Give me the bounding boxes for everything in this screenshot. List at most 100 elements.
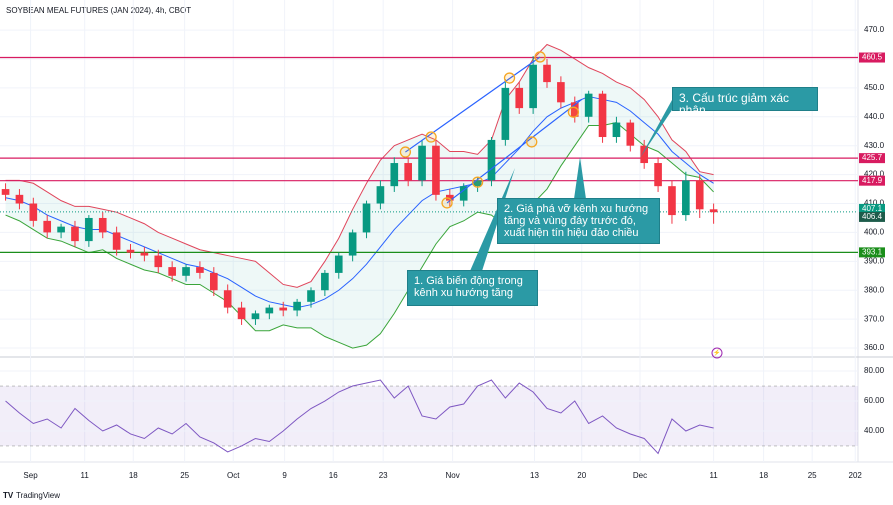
candle-body (654, 163, 662, 187)
candle-body (709, 209, 718, 213)
x-tick-label: Nov (445, 471, 459, 480)
candle-body (543, 64, 551, 83)
x-tick-label: Sep (23, 471, 38, 480)
candle-body (15, 194, 24, 204)
candle-body (112, 232, 121, 250)
candle-body (71, 226, 79, 242)
candle-body (334, 255, 343, 273)
candle-body (487, 139, 496, 181)
x-tick-label: 13 (530, 471, 539, 480)
callout-pointer (470, 168, 515, 271)
level-label: 417.9 (862, 176, 883, 185)
candle-body (529, 64, 537, 109)
candle-body (612, 122, 621, 138)
y-tick-label: 60.00 (864, 396, 885, 405)
y-tick-label: 390.0 (864, 256, 885, 265)
level-tag (859, 52, 885, 63)
candle-body (168, 267, 176, 276)
y-tick-label: 450.0 (864, 83, 885, 92)
x-tick-label: 202 (849, 471, 863, 480)
marker (526, 136, 538, 148)
callout-pointer (574, 157, 586, 199)
marker (425, 131, 437, 143)
level-label: 393.1 (862, 247, 883, 256)
x-tick-label: 9 (282, 471, 287, 480)
candle-body (404, 163, 412, 181)
candle-body (279, 307, 288, 311)
price-tag (859, 203, 885, 214)
candle-body (251, 313, 260, 320)
candle-body (640, 145, 649, 164)
marker (399, 146, 412, 158)
x-tick-label: 16 (329, 471, 338, 480)
trend-line (405, 56, 541, 153)
marker (441, 197, 453, 209)
price-tag (859, 211, 885, 222)
candle-body (668, 186, 676, 216)
x-tick-label: 11 (81, 471, 90, 480)
y-tick-label: 430.0 (864, 141, 885, 150)
y-tick-label: 470.0 (864, 25, 885, 34)
candle-body (598, 93, 607, 138)
level-tag (859, 175, 885, 186)
chart-title: SOYBEAN MEAL FUTURES (JAN 2024), 4h, CBO… (6, 6, 191, 15)
candle-body (473, 180, 482, 187)
candle-body (515, 87, 524, 109)
candle-body (557, 82, 565, 103)
footer-logo: TV (3, 491, 14, 500)
y-tick-label: 80.00 (864, 366, 885, 375)
price-tag-label: 406.4 (862, 212, 883, 221)
candle-body (446, 194, 454, 201)
candle-body (584, 93, 593, 117)
marker (534, 51, 546, 63)
footer-brand: TradingView (16, 491, 60, 500)
candle-body (682, 180, 690, 216)
candle-body (140, 252, 149, 256)
x-tick-label: 25 (180, 471, 189, 480)
event-icon[interactable] (711, 347, 723, 359)
level-label: 460.5 (862, 53, 883, 62)
x-tick-label: Dec (633, 471, 647, 480)
candle-body (418, 145, 426, 181)
annotation: 3. Cấu trúc giảm xác nhận (672, 87, 818, 116)
annotation: 2. Giá phá vỡ kênh xu hướng tăng và vùng… (497, 198, 660, 244)
annotation: 1. Giá biến động trong kênh xu hướng tăn… (407, 270, 538, 306)
y-tick-label: 440.0 (864, 112, 885, 121)
y-tick-label: 380.0 (864, 285, 885, 294)
marker (567, 106, 580, 118)
candle-body (57, 226, 65, 233)
candle-body (695, 180, 704, 210)
candle-body (432, 145, 440, 195)
bollinger-basis (5, 96, 714, 309)
candle-body (98, 217, 107, 233)
y-tick-label: 370.0 (864, 314, 885, 323)
y-tick-label: 420.0 (864, 170, 885, 179)
candle-body (29, 203, 38, 221)
candle-body (390, 163, 399, 187)
candle-body (348, 232, 357, 256)
x-tick-label: Oct (227, 471, 240, 480)
callout-pointer (640, 100, 672, 158)
level-tag (859, 153, 885, 164)
x-tick-label: 23 (379, 471, 388, 480)
candle-body (626, 122, 635, 146)
level-tag (859, 247, 885, 258)
candle-body (182, 267, 190, 276)
x-tick-label: 20 (577, 471, 586, 480)
event-icon-glyph: ⚡ (713, 349, 720, 357)
candle-body (501, 87, 510, 140)
candle-body (1, 189, 10, 195)
candle-body (85, 217, 93, 242)
y-tick-label: 400.0 (864, 228, 885, 237)
rsi-line (5, 379, 714, 455)
bollinger-lower (5, 122, 714, 349)
candle-body (459, 186, 468, 201)
candle-body (307, 290, 315, 302)
candle-body (154, 255, 163, 268)
y-tick-label: 360.0 (864, 343, 885, 352)
x-tick-label: 18 (129, 471, 138, 480)
x-tick-label: 25 (808, 471, 817, 480)
marker (503, 72, 516, 84)
